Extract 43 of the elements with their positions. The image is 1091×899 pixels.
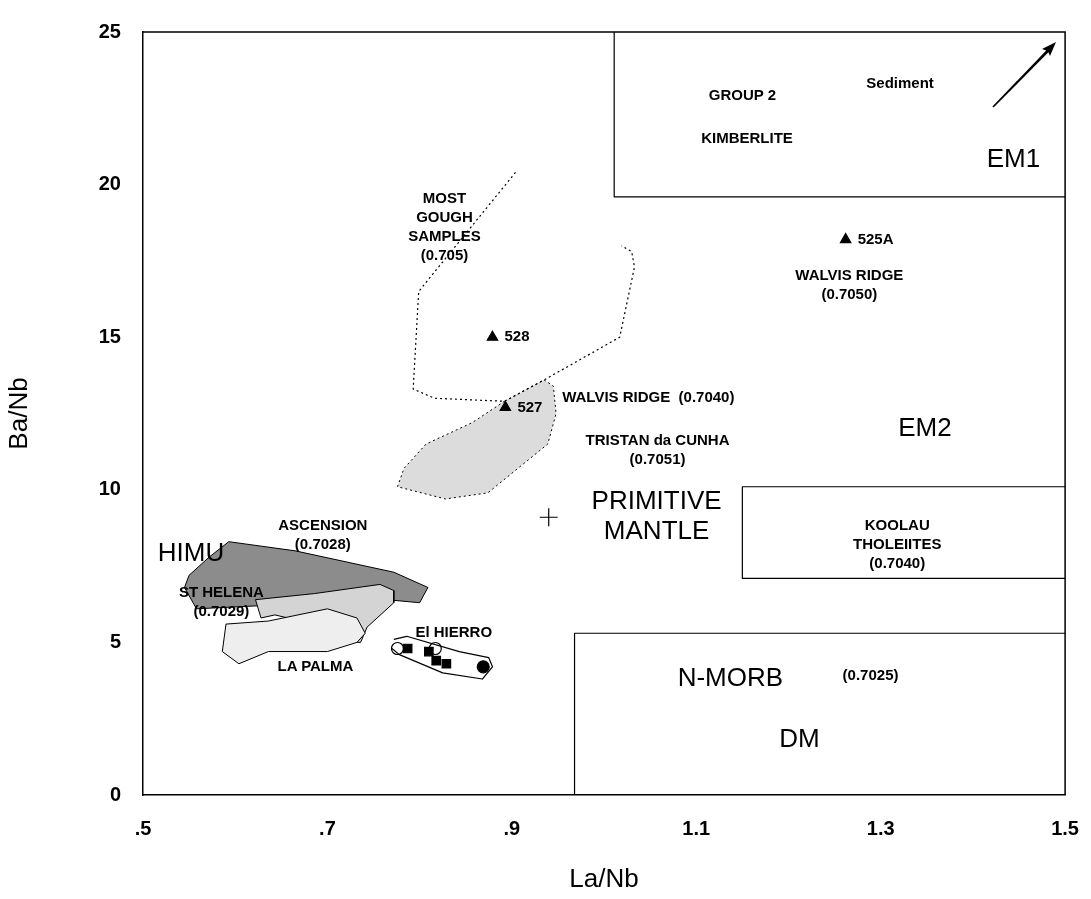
annotation: GROUP 2 <box>708 86 776 104</box>
y-tick-label: 5 <box>109 629 121 652</box>
point <box>499 400 512 411</box>
annotation: 528 <box>504 327 530 345</box>
annotation: N-MORB <box>677 662 784 693</box>
annotation: DM <box>779 723 820 754</box>
annotation: KIMBERLITE <box>701 128 793 146</box>
y-tick-label: 10 <box>98 477 121 500</box>
x-tick-label: .5 <box>134 816 152 839</box>
annotation: 527 <box>517 397 543 415</box>
point <box>441 658 452 669</box>
point <box>424 646 434 657</box>
x-axis-title: La/Nb <box>569 862 639 893</box>
point <box>431 655 442 666</box>
annotation: 525A <box>857 229 894 247</box>
annotation: KOOLAU THOLEIITES (0.7040) <box>853 515 942 571</box>
point <box>839 232 852 244</box>
x-tick-label: 1.1 <box>682 816 711 839</box>
annotation: TRISTAN da CUNHA (0.7051) <box>585 430 730 467</box>
x-tick-label: 1.3 <box>866 816 895 839</box>
annotation: WALVIS RIDGE (0.7040) <box>562 388 735 406</box>
y-axis-title: Ba/Nb <box>2 377 33 450</box>
annotation: El HIERRO <box>415 623 493 641</box>
annotation: Sediment <box>866 74 934 92</box>
x-tick-label: .9 <box>503 816 521 839</box>
annotation: MOST GOUGH SAMPLES (0.705) <box>408 188 481 263</box>
point <box>402 643 413 654</box>
annotation: (0.7025) <box>842 666 899 684</box>
point <box>486 330 499 341</box>
y-tick-label: 25 <box>98 19 121 42</box>
annotation: ASCENSION (0.7028) <box>278 516 368 553</box>
y-tick-label: 15 <box>98 324 121 347</box>
annotation: EM1 <box>986 143 1041 174</box>
annotation: WALVIS RIDGE (0.7050) <box>795 265 904 302</box>
y-tick-label: 0 <box>109 782 121 805</box>
annotation: LA PALMA <box>277 656 354 674</box>
y-tick-label: 20 <box>98 172 121 195</box>
annotation: PRIMITIVE MANTLE <box>591 485 722 546</box>
annotation: EM2 <box>898 411 952 442</box>
x-tick-label: .7 <box>319 816 336 839</box>
x-tick-label: 1.5 <box>1051 816 1079 839</box>
point <box>476 660 490 674</box>
point <box>539 507 559 527</box>
